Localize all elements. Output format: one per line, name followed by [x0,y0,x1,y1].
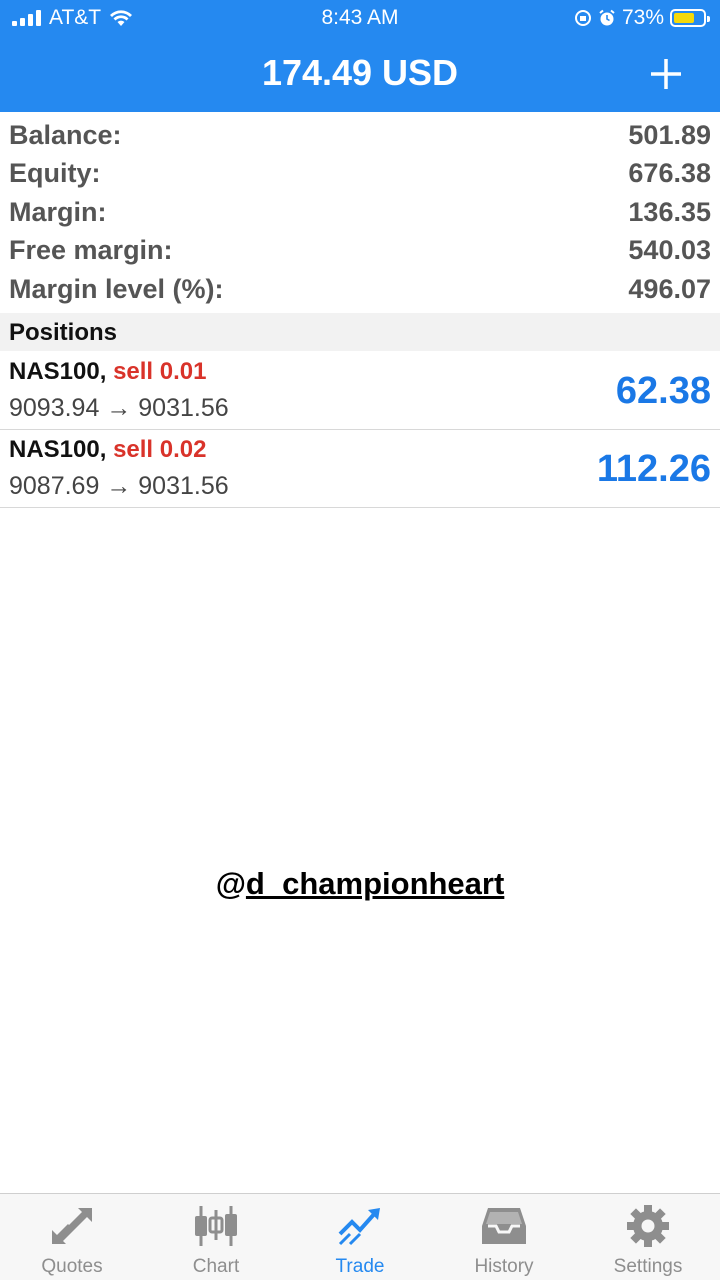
free-margin-row: Free margin: 540.03 [0,232,720,271]
balance-label: Balance: [9,119,122,150]
free-margin-label: Free margin: [9,235,173,266]
rotation-lock-icon [574,10,591,26]
margin-level-label: Margin level (%): [9,273,224,304]
alarm-icon [599,9,615,26]
equity-value: 676.38 [628,158,711,189]
position-row[interactable]: NAS100, sell 0.02 9087.69 → 9031.56 112.… [0,430,720,508]
position-prices: 9087.69 → 9031.56 [9,472,229,500]
tab-settings[interactable]: Settings [576,1194,720,1280]
balance-value: 501.89 [628,119,711,150]
position-profit: 112.26 [596,448,711,490]
margin-value: 136.35 [628,196,711,227]
tab-label: Quotes [41,1256,103,1277]
tab-label: Chart [192,1256,240,1277]
equity-row: Equity: 676.38 [0,155,720,194]
position-symbol: NAS100, [9,436,107,463]
chart-icon [195,1206,237,1246]
battery-percent: 73% [621,6,664,29]
position-side: sell 0.01 [113,358,207,385]
tab-bar: Quotes Chart Trade History [0,1193,720,1280]
position-row[interactable]: NAS100, sell 0.01 9093.94 → 9031.56 62.3… [0,352,720,430]
account-summary: Balance: 501.89 Equity: 676.38 Margin: 1… [0,116,720,309]
equity-label: Equity: [9,158,101,189]
app-header: AT&T 8:43 AM 73% 174.49 [0,0,720,112]
watermark-handle: d_championheart [245,866,505,901]
balance-row: Balance: 501.89 [0,116,720,155]
positions-header: Positions [0,313,720,351]
status-bar: AT&T 8:43 AM 73% [0,0,720,38]
signal-icon [12,10,41,26]
wifi-icon [110,10,133,26]
tab-chart[interactable]: Chart [144,1194,288,1280]
positions-list: NAS100, sell 0.01 9093.94 → 9031.56 62.3… [0,352,720,508]
clock: 8:43 AM [321,6,399,29]
tab-label: Trade [335,1256,385,1277]
add-icon[interactable] [648,56,684,92]
tab-trade[interactable]: Trade [288,1194,432,1280]
quotes-icon [52,1208,92,1244]
battery-icon [670,9,710,27]
tab-label: History [474,1256,534,1277]
trade-icon [338,1208,380,1246]
history-icon [482,1208,526,1244]
settings-icon [627,1205,669,1247]
watermark-text: @d_championheart [215,866,505,901]
tab-history[interactable]: History [432,1194,576,1280]
margin-level-row: Margin level (%): 496.07 [0,270,720,309]
page-title: 174.49 USD [261,52,459,93]
margin-row: Margin: 136.35 [0,193,720,232]
carrier-label: AT&T [49,6,102,29]
position-side: sell 0.02 [113,436,207,463]
position-prices: 9093.94 → 9031.56 [9,394,229,422]
tab-label: Settings [613,1256,683,1277]
tab-quotes[interactable]: Quotes [0,1194,144,1280]
free-margin-value: 540.03 [628,235,711,266]
position-profit: 62.38 [615,370,711,412]
margin-label: Margin: [9,196,107,227]
position-symbol: NAS100, [9,358,107,385]
margin-level-value: 496.07 [628,273,711,304]
